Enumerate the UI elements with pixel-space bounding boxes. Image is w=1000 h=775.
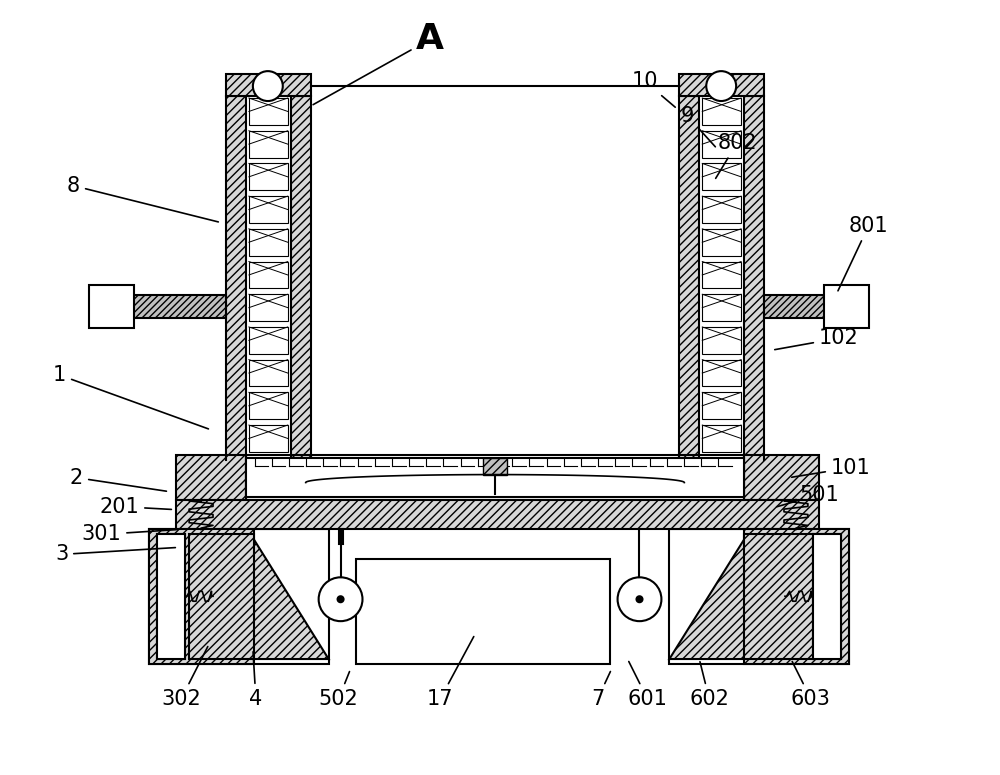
Bar xyxy=(702,98,741,125)
Bar xyxy=(813,535,841,659)
Bar xyxy=(249,229,288,256)
Polygon shape xyxy=(669,539,744,659)
Text: 601: 601 xyxy=(628,662,667,709)
Bar xyxy=(226,74,311,96)
Bar xyxy=(249,131,288,157)
Bar xyxy=(679,74,764,96)
Bar xyxy=(702,294,741,321)
Text: 801: 801 xyxy=(838,215,888,291)
Text: 9: 9 xyxy=(681,106,715,146)
Text: 603: 603 xyxy=(791,662,831,709)
Text: 602: 602 xyxy=(689,662,729,709)
Bar xyxy=(176,455,246,500)
Bar xyxy=(744,96,764,460)
Bar xyxy=(249,164,288,190)
Bar xyxy=(249,425,288,452)
Bar xyxy=(679,96,699,460)
Polygon shape xyxy=(254,539,329,659)
Bar xyxy=(131,295,226,319)
Bar xyxy=(226,96,246,460)
Bar xyxy=(702,131,741,157)
Text: 10: 10 xyxy=(631,71,675,107)
Circle shape xyxy=(338,596,344,602)
Text: 17: 17 xyxy=(427,636,474,709)
Text: 802: 802 xyxy=(716,133,757,178)
Bar xyxy=(744,529,849,664)
Bar xyxy=(149,529,329,664)
Bar xyxy=(291,96,311,460)
Bar xyxy=(744,535,813,659)
Bar xyxy=(702,196,741,223)
Bar xyxy=(157,535,185,659)
Bar xyxy=(702,392,741,419)
Circle shape xyxy=(319,577,362,621)
Bar xyxy=(249,327,288,353)
Bar xyxy=(356,560,610,664)
Text: 3: 3 xyxy=(55,544,175,564)
Text: A: A xyxy=(313,22,444,105)
Bar xyxy=(246,458,744,497)
Bar xyxy=(249,261,288,288)
Bar xyxy=(669,529,849,664)
Bar xyxy=(176,500,819,529)
Bar xyxy=(249,196,288,223)
Text: 102: 102 xyxy=(775,328,859,350)
Bar xyxy=(149,529,254,664)
Bar xyxy=(702,261,741,288)
Text: 502: 502 xyxy=(319,672,358,709)
Bar xyxy=(744,455,819,500)
Bar xyxy=(483,458,507,475)
Bar xyxy=(249,98,288,125)
Text: 7: 7 xyxy=(591,671,610,709)
Bar xyxy=(702,327,741,353)
Text: 501: 501 xyxy=(777,484,839,507)
Bar xyxy=(157,535,185,659)
Circle shape xyxy=(253,71,283,101)
Text: 4: 4 xyxy=(249,652,263,709)
Circle shape xyxy=(637,596,642,602)
Bar xyxy=(813,535,841,659)
Bar xyxy=(702,425,741,452)
Text: 2: 2 xyxy=(70,467,166,491)
Bar xyxy=(189,535,254,659)
Text: 1: 1 xyxy=(53,365,208,429)
Text: 201: 201 xyxy=(99,497,171,517)
Circle shape xyxy=(706,71,736,101)
Text: 101: 101 xyxy=(792,458,871,477)
Bar xyxy=(249,294,288,321)
Bar xyxy=(702,164,741,190)
Bar xyxy=(249,392,288,419)
Text: 302: 302 xyxy=(161,646,208,709)
Bar xyxy=(702,360,741,387)
Text: 301: 301 xyxy=(82,525,176,545)
Bar xyxy=(89,285,134,329)
Bar xyxy=(249,360,288,387)
Text: 8: 8 xyxy=(67,176,218,222)
Bar xyxy=(246,455,744,500)
Bar xyxy=(764,295,829,319)
Bar xyxy=(702,229,741,256)
Bar xyxy=(824,285,869,329)
Circle shape xyxy=(618,577,661,621)
